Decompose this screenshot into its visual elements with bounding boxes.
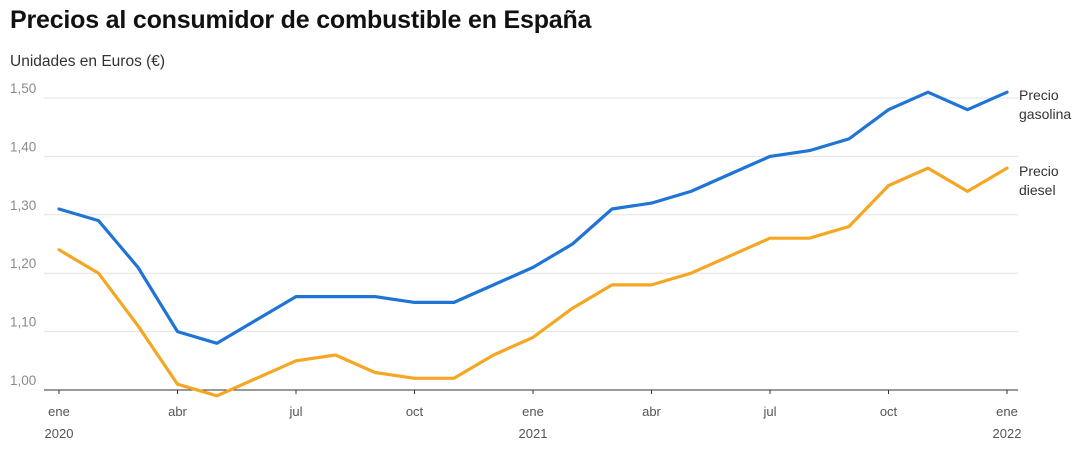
x-tick-label: ene — [522, 404, 544, 419]
series-label: diesel — [1019, 182, 1056, 198]
x-tick-label: ene — [996, 404, 1018, 419]
series-lines — [57, 90, 1009, 398]
x-tick-label: abr — [642, 404, 661, 419]
x-tick-label: oct — [406, 404, 424, 419]
x-tick-year-label: 2022 — [993, 426, 1022, 441]
y-axis-ticks: 1,00 1,10 1,20 1,30 1,40 1,50 — [10, 81, 36, 388]
gridlines — [44, 97, 1018, 391]
series-label: Precio — [1019, 87, 1059, 103]
series-line-0 — [57, 90, 1009, 345]
x-tick-label: abr — [168, 404, 187, 419]
series-labels: Precio gasolina Precio diesel — [1019, 87, 1071, 198]
chart-title: Precios al consumidor de combustible en … — [10, 6, 592, 34]
series-line-1 — [57, 166, 1009, 398]
y-tick-label: 1,20 — [10, 256, 36, 271]
x-tick-label: jul — [762, 404, 776, 419]
y-tick-label: 1,30 — [10, 198, 36, 213]
series-label: Precio — [1019, 163, 1059, 179]
x-tick-year-label: 2020 — [45, 426, 74, 441]
x-tick-label: ene — [48, 404, 70, 419]
x-tick-label: oct — [880, 404, 898, 419]
y-tick-label: 1,50 — [10, 81, 36, 96]
chart-subtitle: Unidades en Euros (€) — [10, 53, 166, 70]
y-tick-label: 1,10 — [10, 315, 36, 330]
y-tick-label: 1,40 — [10, 139, 36, 154]
y-tick-label: 1,00 — [10, 373, 36, 388]
x-tick-label: jul — [288, 404, 302, 419]
series-label: gasolina — [1019, 106, 1071, 122]
x-tick-year-label: 2021 — [519, 426, 548, 441]
x-axis-ticks: ene 2020 abr jul oct ene 2021 abr jul oct ene 2022 — [45, 390, 1022, 441]
